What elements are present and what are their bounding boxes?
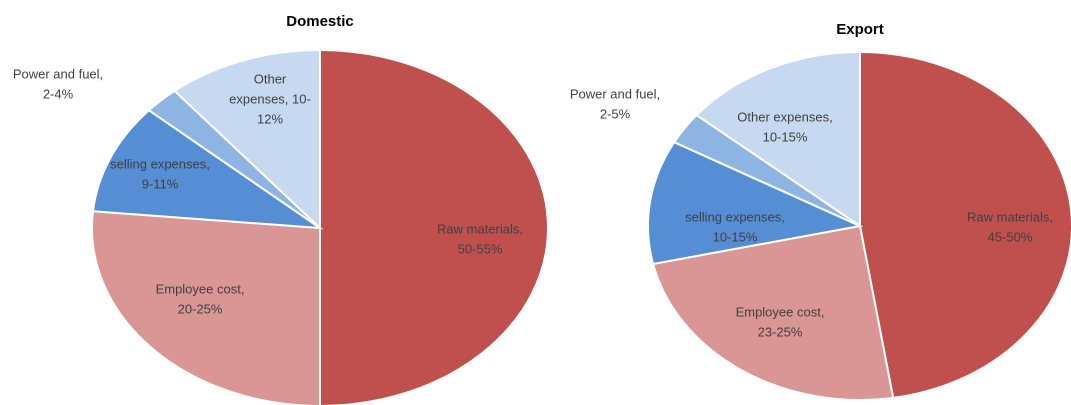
pie-slice [651, 224, 895, 401]
slice-label: 20-25% [178, 301, 223, 316]
slice-label: 10-15% [763, 129, 808, 144]
slice-label: selling expenses, [110, 156, 210, 171]
pie-slice [173, 48, 321, 231]
slice-label: Raw materials, [967, 209, 1053, 224]
slice-label: Employee cost, [736, 304, 825, 319]
slice-label: Other [254, 71, 287, 86]
pie-slice [91, 210, 321, 405]
slice-label: 50-55% [458, 241, 503, 256]
slice-label: 9-11% [142, 176, 179, 191]
slice-label: 2-5% [600, 106, 631, 121]
chart-title: Domestic [286, 13, 354, 30]
slice-label: Power and fuel, [13, 66, 103, 81]
pie-slice [91, 109, 324, 230]
slice-label: 12% [257, 111, 283, 126]
slice-label: 10-15% [713, 229, 758, 244]
pie-slice [647, 140, 864, 266]
slice-label: selling expenses, [685, 209, 785, 224]
slice-label: 2-4% [43, 86, 74, 101]
pie-slice [319, 48, 549, 405]
slice-label: Power and fuel, [570, 86, 660, 101]
slice-label: 45-50% [988, 229, 1033, 244]
slice-label: expenses, 10- [229, 91, 311, 106]
slice-label: Employee cost, [156, 281, 245, 296]
pie-slice [859, 50, 1071, 399]
slice-label: Other expenses, [737, 109, 832, 124]
slice-label: Raw materials, [437, 221, 523, 236]
slice-label: 23-25% [758, 324, 803, 339]
pie-slice [695, 50, 861, 228]
chart-title: Export [836, 21, 884, 38]
